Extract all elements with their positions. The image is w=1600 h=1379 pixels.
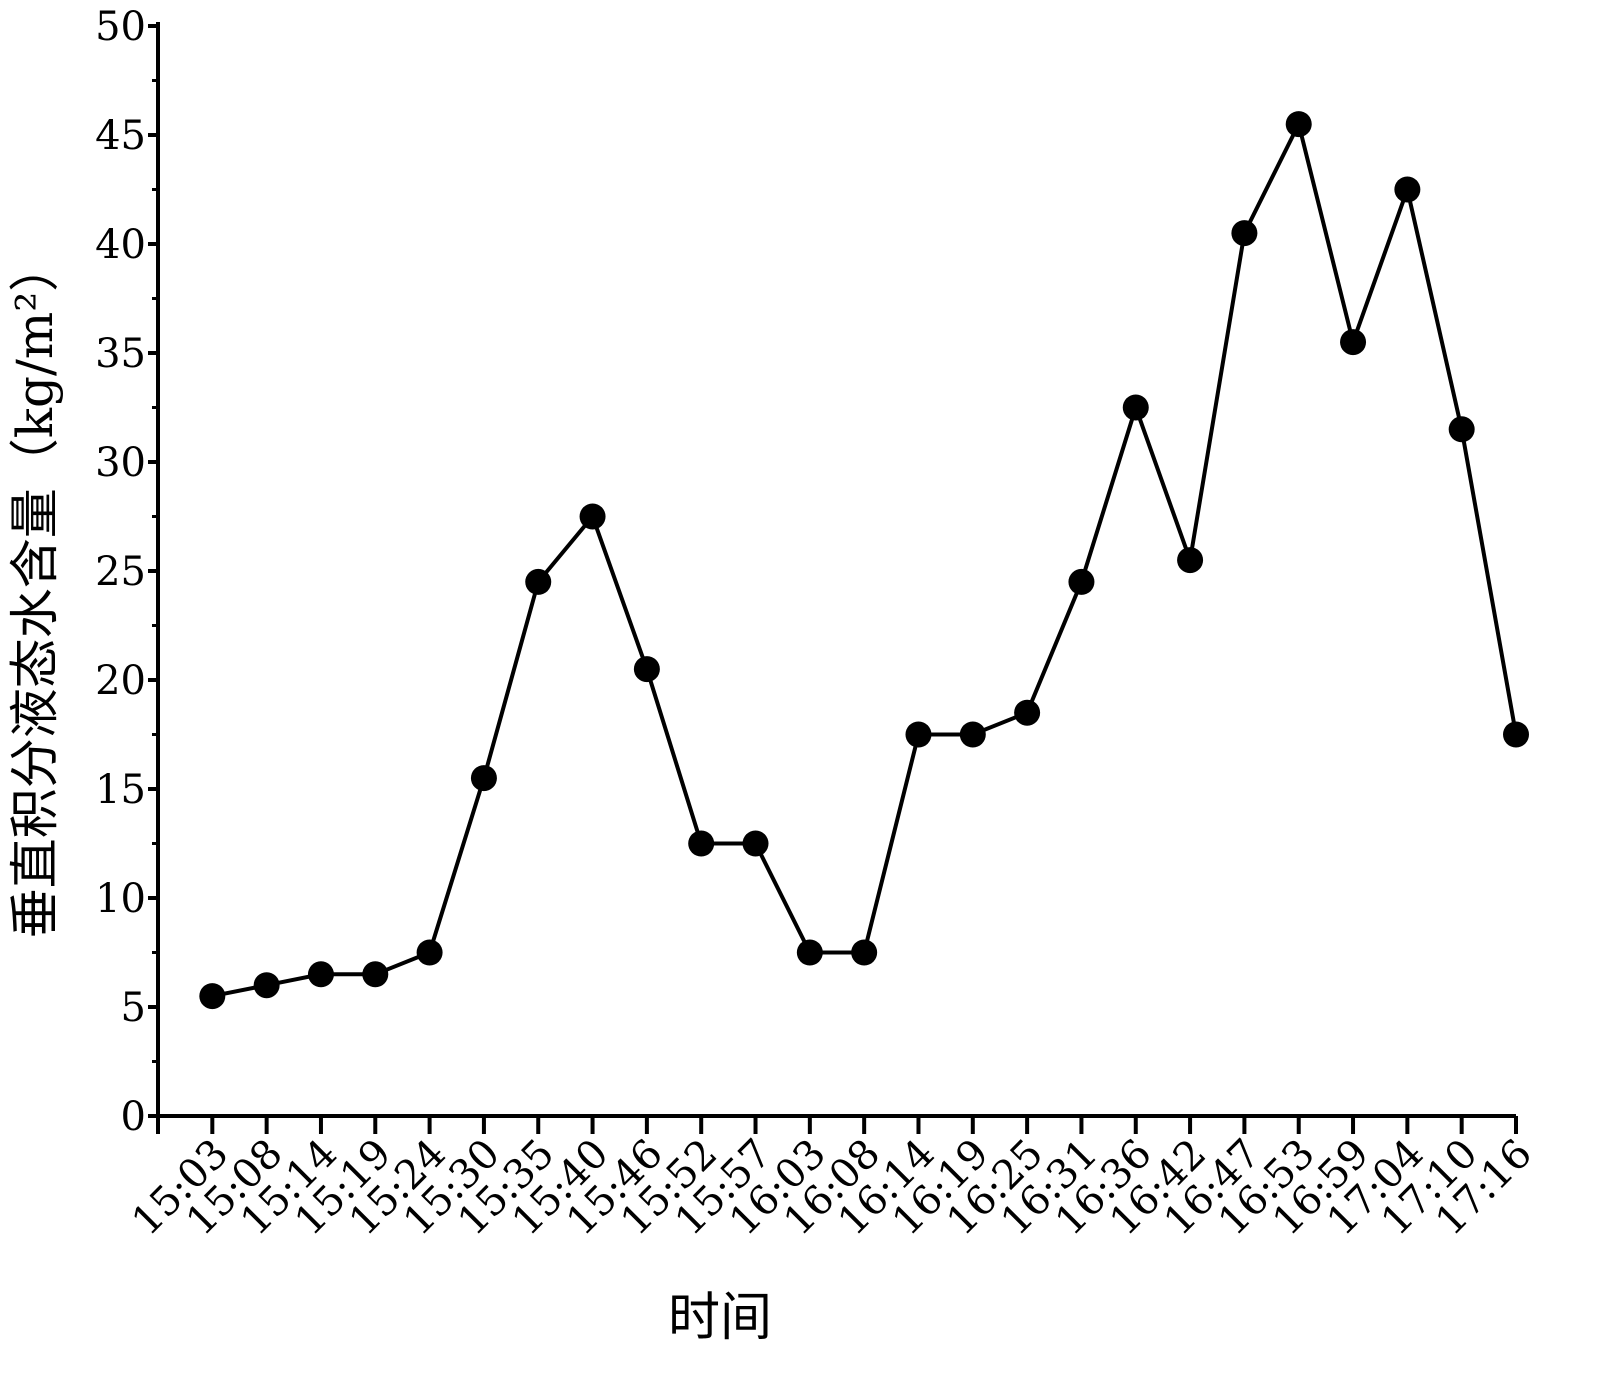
marker <box>959 721 986 748</box>
marker <box>1394 176 1421 203</box>
line <box>211 118 1518 999</box>
y-tick-label: 10 <box>95 876 146 922</box>
y-tick-label: 20 <box>95 658 146 704</box>
marker <box>905 721 932 748</box>
marker <box>470 765 497 792</box>
y-tick-label: 40 <box>95 222 146 268</box>
marker <box>796 939 823 966</box>
marker <box>1014 699 1041 726</box>
y-tick-label: 5 <box>121 985 146 1031</box>
y-tick-label: 45 <box>95 113 146 159</box>
marker <box>1503 721 1529 748</box>
y-tick-label: 15 <box>95 767 146 813</box>
marker <box>1285 111 1312 138</box>
marker <box>199 983 226 1010</box>
marker <box>1068 568 1095 595</box>
y-axis-label: 垂直积分液态水含量（kg/m²） <box>6 242 64 939</box>
marker <box>688 830 715 857</box>
y-tick-label: 35 <box>95 331 146 377</box>
marker <box>1231 220 1258 247</box>
marker <box>416 939 443 966</box>
marker <box>1122 394 1149 421</box>
y-tick-label: 30 <box>95 440 146 486</box>
marker <box>1340 329 1367 356</box>
y-tick-label: 0 <box>121 1094 146 1140</box>
x-axis-label: 时间 <box>668 1288 772 1348</box>
marker <box>851 939 878 966</box>
y-tick-label: 50 <box>95 4 146 50</box>
marker <box>579 503 606 530</box>
marker <box>633 656 660 683</box>
marker <box>307 961 334 988</box>
marker <box>1448 416 1475 443</box>
marker <box>253 972 280 999</box>
y-tick-label: 25 <box>95 549 146 595</box>
marker <box>362 961 389 988</box>
marker <box>1177 547 1204 574</box>
marker <box>525 568 552 595</box>
marker <box>742 830 769 857</box>
